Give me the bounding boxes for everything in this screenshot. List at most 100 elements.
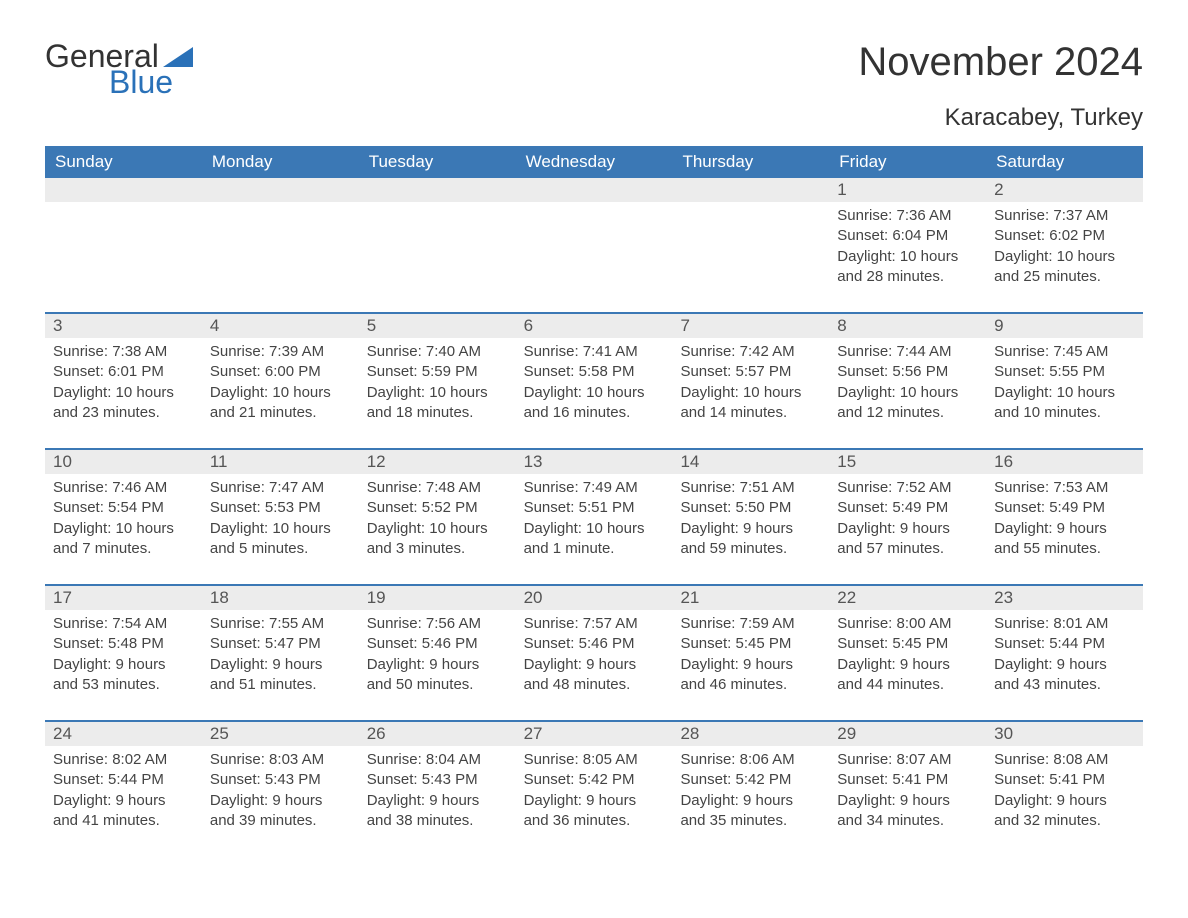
day-cell: 9Sunrise: 7:45 AMSunset: 5:55 PMDaylight… xyxy=(986,314,1143,434)
sunset-text: Sunset: 6:02 PM xyxy=(994,226,1135,246)
sunrise-text: Sunrise: 7:40 AM xyxy=(367,342,508,362)
location-subtitle: Karacabey, Turkey xyxy=(45,104,1143,132)
day-cell: 19Sunrise: 7:56 AMSunset: 5:46 PMDayligh… xyxy=(359,586,516,706)
daylight-text: Daylight: 9 hours and 44 minutes. xyxy=(837,655,978,696)
calendar: SundayMondayTuesdayWednesdayThursdayFrid… xyxy=(45,146,1143,842)
sunrise-text: Sunrise: 7:52 AM xyxy=(837,478,978,498)
day-content: Sunrise: 7:54 AMSunset: 5:48 PMDaylight:… xyxy=(45,610,202,695)
day-content: Sunrise: 8:06 AMSunset: 5:42 PMDaylight:… xyxy=(672,746,829,831)
day-number: 10 xyxy=(45,450,202,474)
daylight-text: Daylight: 9 hours and 39 minutes. xyxy=(210,791,351,832)
daylight-text: Daylight: 9 hours and 57 minutes. xyxy=(837,519,978,560)
day-content: Sunrise: 7:41 AMSunset: 5:58 PMDaylight:… xyxy=(516,338,673,423)
day-cell xyxy=(45,178,202,298)
day-content: Sunrise: 7:47 AMSunset: 5:53 PMDaylight:… xyxy=(202,474,359,559)
sunset-text: Sunset: 5:45 PM xyxy=(680,634,821,654)
day-cell: 4Sunrise: 7:39 AMSunset: 6:00 PMDaylight… xyxy=(202,314,359,434)
sunset-text: Sunset: 5:42 PM xyxy=(680,770,821,790)
sunrise-text: Sunrise: 7:42 AM xyxy=(680,342,821,362)
sunset-text: Sunset: 6:04 PM xyxy=(837,226,978,246)
week-row: 17Sunrise: 7:54 AMSunset: 5:48 PMDayligh… xyxy=(45,584,1143,706)
day-number: 17 xyxy=(45,586,202,610)
day-cell: 26Sunrise: 8:04 AMSunset: 5:43 PMDayligh… xyxy=(359,722,516,842)
daylight-text: Daylight: 9 hours and 53 minutes. xyxy=(53,655,194,696)
sunset-text: Sunset: 5:41 PM xyxy=(994,770,1135,790)
sunrise-text: Sunrise: 8:07 AM xyxy=(837,750,978,770)
day-cell: 18Sunrise: 7:55 AMSunset: 5:47 PMDayligh… xyxy=(202,586,359,706)
daylight-text: Daylight: 10 hours and 5 minutes. xyxy=(210,519,351,560)
day-cell: 27Sunrise: 8:05 AMSunset: 5:42 PMDayligh… xyxy=(516,722,673,842)
day-cell: 21Sunrise: 7:59 AMSunset: 5:45 PMDayligh… xyxy=(672,586,829,706)
sunrise-text: Sunrise: 7:53 AM xyxy=(994,478,1135,498)
day-cell: 15Sunrise: 7:52 AMSunset: 5:49 PMDayligh… xyxy=(829,450,986,570)
day-cell: 25Sunrise: 8:03 AMSunset: 5:43 PMDayligh… xyxy=(202,722,359,842)
sunset-text: Sunset: 5:52 PM xyxy=(367,498,508,518)
sunset-text: Sunset: 5:54 PM xyxy=(53,498,194,518)
sunrise-text: Sunrise: 7:49 AM xyxy=(524,478,665,498)
day-number: 29 xyxy=(829,722,986,746)
day-header-row: SundayMondayTuesdayWednesdayThursdayFrid… xyxy=(45,146,1143,178)
sunset-text: Sunset: 5:46 PM xyxy=(524,634,665,654)
day-number: 3 xyxy=(45,314,202,338)
day-header-cell: Tuesday xyxy=(359,146,516,178)
sunrise-text: Sunrise: 8:05 AM xyxy=(524,750,665,770)
logo-blue-text: Blue xyxy=(109,66,193,98)
daylight-text: Daylight: 10 hours and 14 minutes. xyxy=(680,383,821,424)
day-number: 7 xyxy=(672,314,829,338)
day-number: 18 xyxy=(202,586,359,610)
sunset-text: Sunset: 5:43 PM xyxy=(210,770,351,790)
daylight-text: Daylight: 10 hours and 18 minutes. xyxy=(367,383,508,424)
sunrise-text: Sunrise: 8:08 AM xyxy=(994,750,1135,770)
sunset-text: Sunset: 5:53 PM xyxy=(210,498,351,518)
day-cell: 2Sunrise: 7:37 AMSunset: 6:02 PMDaylight… xyxy=(986,178,1143,298)
sunrise-text: Sunrise: 7:46 AM xyxy=(53,478,194,498)
day-number: 9 xyxy=(986,314,1143,338)
day-content: Sunrise: 7:37 AMSunset: 6:02 PMDaylight:… xyxy=(986,202,1143,287)
daylight-text: Daylight: 9 hours and 59 minutes. xyxy=(680,519,821,560)
day-content: Sunrise: 8:01 AMSunset: 5:44 PMDaylight:… xyxy=(986,610,1143,695)
sunrise-text: Sunrise: 7:41 AM xyxy=(524,342,665,362)
day-number: 4 xyxy=(202,314,359,338)
week-row: 3Sunrise: 7:38 AMSunset: 6:01 PMDaylight… xyxy=(45,312,1143,434)
day-number: 8 xyxy=(829,314,986,338)
day-content: Sunrise: 7:48 AMSunset: 5:52 PMDaylight:… xyxy=(359,474,516,559)
daylight-text: Daylight: 10 hours and 3 minutes. xyxy=(367,519,508,560)
sunrise-text: Sunrise: 7:59 AM xyxy=(680,614,821,634)
day-number xyxy=(359,178,516,202)
sunrise-text: Sunrise: 8:06 AM xyxy=(680,750,821,770)
sunset-text: Sunset: 6:01 PM xyxy=(53,362,194,382)
day-number: 2 xyxy=(986,178,1143,202)
sunset-text: Sunset: 5:44 PM xyxy=(994,634,1135,654)
day-content: Sunrise: 7:36 AMSunset: 6:04 PMDaylight:… xyxy=(829,202,986,287)
sunset-text: Sunset: 5:47 PM xyxy=(210,634,351,654)
sunset-text: Sunset: 5:46 PM xyxy=(367,634,508,654)
day-content: Sunrise: 7:46 AMSunset: 5:54 PMDaylight:… xyxy=(45,474,202,559)
week-row: 10Sunrise: 7:46 AMSunset: 5:54 PMDayligh… xyxy=(45,448,1143,570)
daylight-text: Daylight: 9 hours and 50 minutes. xyxy=(367,655,508,696)
daylight-text: Daylight: 10 hours and 16 minutes. xyxy=(524,383,665,424)
daylight-text: Daylight: 9 hours and 43 minutes. xyxy=(994,655,1135,696)
day-cell: 6Sunrise: 7:41 AMSunset: 5:58 PMDaylight… xyxy=(516,314,673,434)
day-cell: 22Sunrise: 8:00 AMSunset: 5:45 PMDayligh… xyxy=(829,586,986,706)
day-content: Sunrise: 8:02 AMSunset: 5:44 PMDaylight:… xyxy=(45,746,202,831)
day-content: Sunrise: 8:03 AMSunset: 5:43 PMDaylight:… xyxy=(202,746,359,831)
sunset-text: Sunset: 5:45 PM xyxy=(837,634,978,654)
day-header-cell: Wednesday xyxy=(516,146,673,178)
day-number: 20 xyxy=(516,586,673,610)
sunrise-text: Sunrise: 7:56 AM xyxy=(367,614,508,634)
sunset-text: Sunset: 5:50 PM xyxy=(680,498,821,518)
day-content: Sunrise: 7:53 AMSunset: 5:49 PMDaylight:… xyxy=(986,474,1143,559)
day-content: Sunrise: 7:51 AMSunset: 5:50 PMDaylight:… xyxy=(672,474,829,559)
sunset-text: Sunset: 5:57 PM xyxy=(680,362,821,382)
day-content: Sunrise: 7:42 AMSunset: 5:57 PMDaylight:… xyxy=(672,338,829,423)
day-content: Sunrise: 8:07 AMSunset: 5:41 PMDaylight:… xyxy=(829,746,986,831)
daylight-text: Daylight: 10 hours and 25 minutes. xyxy=(994,247,1135,288)
sunset-text: Sunset: 5:56 PM xyxy=(837,362,978,382)
day-cell: 1Sunrise: 7:36 AMSunset: 6:04 PMDaylight… xyxy=(829,178,986,298)
day-content: Sunrise: 7:39 AMSunset: 6:00 PMDaylight:… xyxy=(202,338,359,423)
daylight-text: Daylight: 9 hours and 41 minutes. xyxy=(53,791,194,832)
day-cell: 24Sunrise: 8:02 AMSunset: 5:44 PMDayligh… xyxy=(45,722,202,842)
daylight-text: Daylight: 9 hours and 35 minutes. xyxy=(680,791,821,832)
day-number: 23 xyxy=(986,586,1143,610)
sunset-text: Sunset: 5:51 PM xyxy=(524,498,665,518)
